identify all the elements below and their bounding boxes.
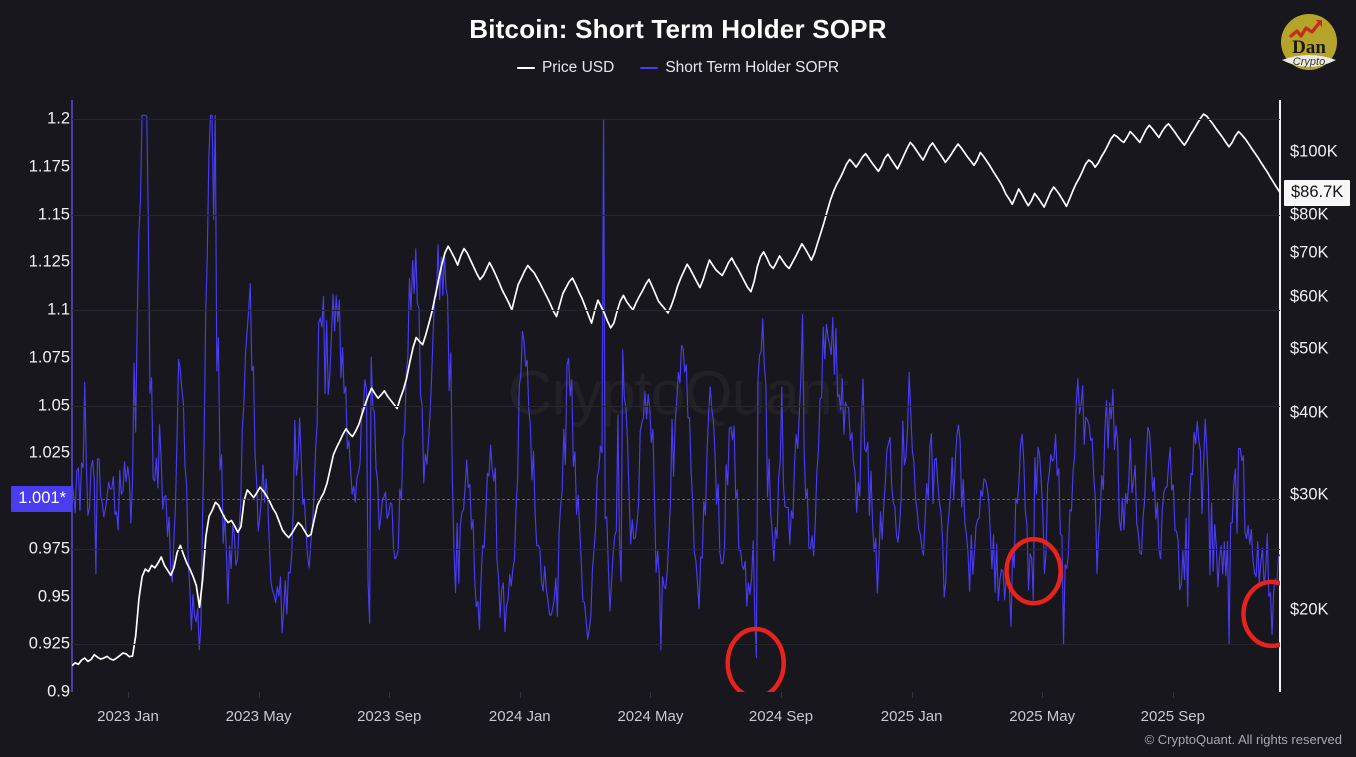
right-axis-tick-label: $20K — [1290, 600, 1329, 619]
x-tick-mark — [1172, 692, 1174, 698]
left-axis-tick-label: 1.075 — [28, 348, 70, 367]
x-axis-tick-label: 2024 May — [617, 708, 684, 725]
left-axis-tick-label: 1.05 — [37, 396, 70, 414]
x-tick-mark — [519, 692, 521, 698]
gridline — [72, 644, 1280, 646]
x-axis-tick-label: 2023 Sep — [357, 708, 422, 725]
x-tick-mark — [781, 692, 782, 698]
x-axis-tick-label: 2024 Sep — [748, 708, 814, 725]
right-axis-tick-label: $50K — [1290, 339, 1329, 358]
right-axis-tick-label: $100K — [1290, 142, 1338, 161]
x-tick-mark — [128, 692, 129, 698]
left-axis-tick-label: 1.2 — [47, 109, 70, 128]
legend-item-sopr[interactable]: Short Term Holder SOPR — [640, 59, 839, 77]
legend-label-price-usd: Price USD — [541, 59, 615, 76]
x-axis-tick-label: 2024 Jan — [488, 708, 551, 725]
sopr-reference-line — [72, 499, 1280, 501]
copyright-notice: © CryptoQuant. All rights reserved — [1144, 732, 1342, 747]
svg-text:Crypto: Crypto — [1293, 56, 1325, 68]
x-tick-mark — [258, 692, 260, 698]
series-canvas — [72, 113, 1280, 667]
left-axis-tick-label: 1.1 — [47, 300, 70, 319]
gridline — [72, 310, 1280, 312]
left-axis-tick-label: 0.9 — [47, 682, 70, 701]
left-axis-tick-label: 0.975 — [28, 539, 70, 558]
annotation-canvas — [725, 536, 1280, 692]
left-axis-tick-label: 1.15 — [37, 205, 70, 224]
x-axis-tick-label: 2025 Jan — [880, 708, 943, 725]
left-axis-tick-label: 0.925 — [28, 634, 70, 653]
x-axis-tick-label: 2025 Sep — [1140, 708, 1205, 725]
right-axis-tick-label: $80K — [1290, 205, 1329, 224]
gridline — [72, 548, 1280, 550]
x-axis-tick-label: 2023 Jan — [97, 708, 159, 725]
x-tick-mark — [389, 692, 391, 698]
gridline — [72, 119, 1280, 121]
x-axis-tick-label: 2025 May — [1009, 708, 1076, 725]
right-axis-tick-label: $30K — [1290, 485, 1329, 504]
gridline — [72, 405, 1280, 407]
plot-area — [72, 100, 1280, 698]
gridline — [72, 214, 1280, 216]
dan-crypto-logo: Dan Crypto — [1281, 14, 1337, 70]
price-current-value-badge: $86.7K — [1284, 179, 1351, 206]
x-tick-mark — [650, 692, 652, 698]
x-axis-tick-label: 2023 May — [225, 708, 292, 725]
x-tick-mark — [1042, 692, 1044, 698]
sopr-current-value-badge: 1.001* — [11, 486, 72, 513]
legend-item-price-usd[interactable]: Price USD — [516, 59, 615, 77]
x-tick-mark — [911, 692, 913, 698]
right-axis-tick-label: $70K — [1290, 243, 1329, 262]
left-axis-tick-label: 0.95 — [37, 587, 70, 605]
left-axis-line — [71, 100, 73, 692]
chart-legend: Price USD Short Term Holder SOPR — [0, 59, 1356, 77]
right-axis-tick-label: $60K — [1290, 287, 1329, 306]
right-axis-tick-label: $40K — [1290, 403, 1329, 422]
annotation-ellipse — [1004, 536, 1063, 606]
svg-text:Dan: Dan — [1292, 37, 1326, 58]
legend-label-sopr: Short Term Holder SOPR — [665, 59, 840, 76]
left-axis-tick-label: 1.175 — [28, 157, 70, 176]
page-title: Bitcoin: Short Term Holder SOPR — [469, 14, 887, 44]
annotation-ellipse — [1241, 579, 1280, 649]
series-line-price-usd — [72, 113, 1280, 667]
left-axis-tick-label: 1.025 — [28, 443, 70, 462]
left-axis-tick-label: 1.125 — [28, 252, 70, 271]
legend-swatch-price-usd — [516, 67, 535, 69]
annotation-ellipse — [725, 626, 786, 692]
right-axis-line — [1279, 100, 1281, 692]
series-line-sopr — [72, 114, 1280, 659]
legend-swatch-sopr — [640, 67, 659, 69]
